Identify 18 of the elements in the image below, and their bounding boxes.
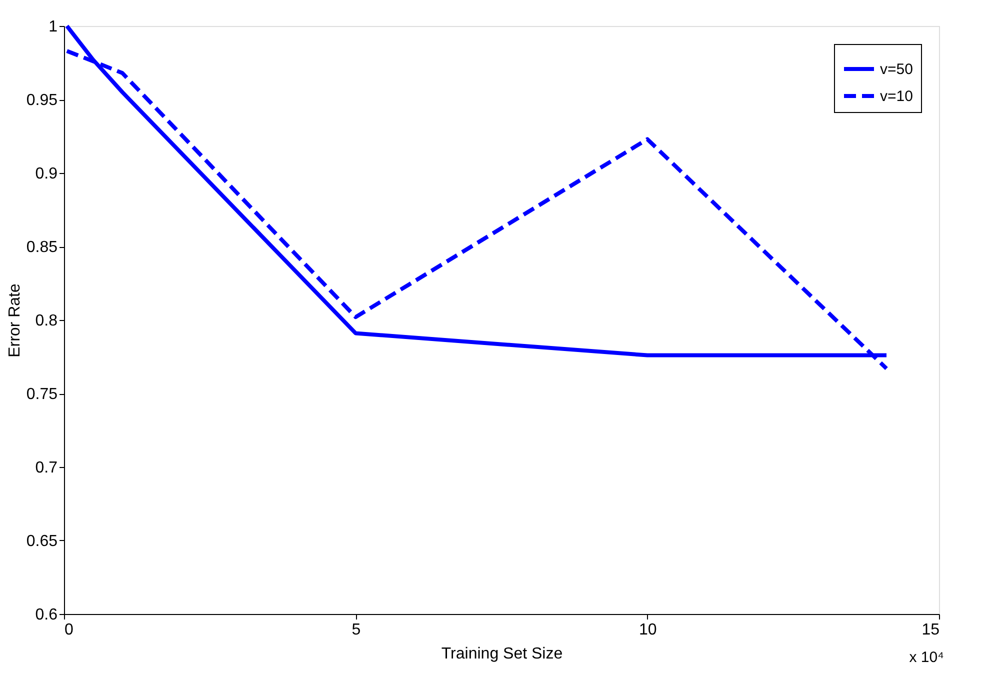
x-tick-label: 10 bbox=[638, 622, 657, 638]
y-tick-label: 0.8 bbox=[35, 312, 58, 330]
y-tick-label: 0.85 bbox=[26, 239, 58, 256]
y-tick-label: 0.6 bbox=[35, 606, 58, 624]
legend-label: v=10 bbox=[880, 88, 913, 105]
y-axis-title: Error Rate bbox=[6, 284, 24, 358]
y-tick-label: 0.9 bbox=[35, 166, 58, 182]
y-tick-label: 0.7 bbox=[35, 460, 58, 476]
y-tick-label: 0.65 bbox=[26, 533, 58, 550]
legend-label: v=50 bbox=[880, 61, 913, 78]
y-tick-label: 0.95 bbox=[26, 92, 58, 109]
x-axis-title: Training Set Size bbox=[441, 646, 563, 662]
x-tick-label: 5 bbox=[352, 622, 361, 638]
x-tick-label: 15 bbox=[922, 622, 940, 638]
x-tick-label: 0 bbox=[64, 622, 74, 638]
y-tick-label: 0.75 bbox=[26, 386, 58, 403]
y-tick-label: 1 bbox=[48, 18, 58, 36]
text: x 10⁴ bbox=[909, 649, 944, 666]
